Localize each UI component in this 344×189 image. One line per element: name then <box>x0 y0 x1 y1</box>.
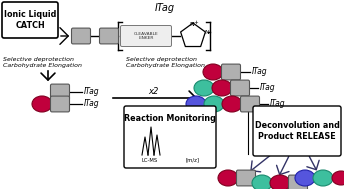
Ellipse shape <box>313 170 333 186</box>
FancyBboxPatch shape <box>230 80 249 96</box>
Text: CLEAVABLE
LINKER: CLEAVABLE LINKER <box>133 32 158 40</box>
Text: ITag: ITag <box>84 99 100 108</box>
Text: +: + <box>194 19 198 25</box>
Ellipse shape <box>252 175 272 189</box>
Ellipse shape <box>218 170 238 186</box>
FancyBboxPatch shape <box>51 84 69 100</box>
Ellipse shape <box>212 80 232 96</box>
FancyBboxPatch shape <box>289 175 308 189</box>
Text: Selective deprotection
Carbohydrate Elongation: Selective deprotection Carbohydrate Elon… <box>3 57 82 68</box>
FancyBboxPatch shape <box>72 28 90 44</box>
FancyBboxPatch shape <box>120 26 172 46</box>
FancyBboxPatch shape <box>222 64 240 80</box>
Text: x2: x2 <box>148 88 158 97</box>
Text: ITag: ITag <box>155 3 175 13</box>
Text: Reaction Monitoring: Reaction Monitoring <box>124 114 216 123</box>
FancyBboxPatch shape <box>240 96 259 112</box>
Text: N: N <box>204 30 209 36</box>
FancyBboxPatch shape <box>253 106 341 156</box>
Text: ITag: ITag <box>84 88 100 97</box>
Text: Deconvolution and
Product RELEASE: Deconvolution and Product RELEASE <box>255 121 340 141</box>
Ellipse shape <box>295 170 315 186</box>
Ellipse shape <box>332 171 344 185</box>
FancyBboxPatch shape <box>51 96 69 112</box>
Ellipse shape <box>222 96 242 112</box>
Text: Selective deprotection
Carbohydrate Elongation: Selective deprotection Carbohydrate Elon… <box>126 57 205 68</box>
Ellipse shape <box>270 175 290 189</box>
FancyBboxPatch shape <box>237 170 256 186</box>
Text: ITag: ITag <box>270 99 286 108</box>
Text: LC-MS: LC-MS <box>142 157 158 163</box>
Text: [m/z]: [m/z] <box>185 157 199 163</box>
FancyBboxPatch shape <box>124 106 216 168</box>
Ellipse shape <box>32 96 52 112</box>
FancyBboxPatch shape <box>99 28 118 44</box>
Ellipse shape <box>186 96 206 112</box>
Text: N: N <box>190 22 194 26</box>
Ellipse shape <box>204 96 224 112</box>
FancyBboxPatch shape <box>2 2 58 38</box>
Text: Ionic Liquid
CATCH: Ionic Liquid CATCH <box>4 10 56 30</box>
Ellipse shape <box>194 80 214 96</box>
Text: ITag: ITag <box>252 67 268 77</box>
Text: ITag: ITag <box>260 84 276 92</box>
Ellipse shape <box>203 64 223 80</box>
